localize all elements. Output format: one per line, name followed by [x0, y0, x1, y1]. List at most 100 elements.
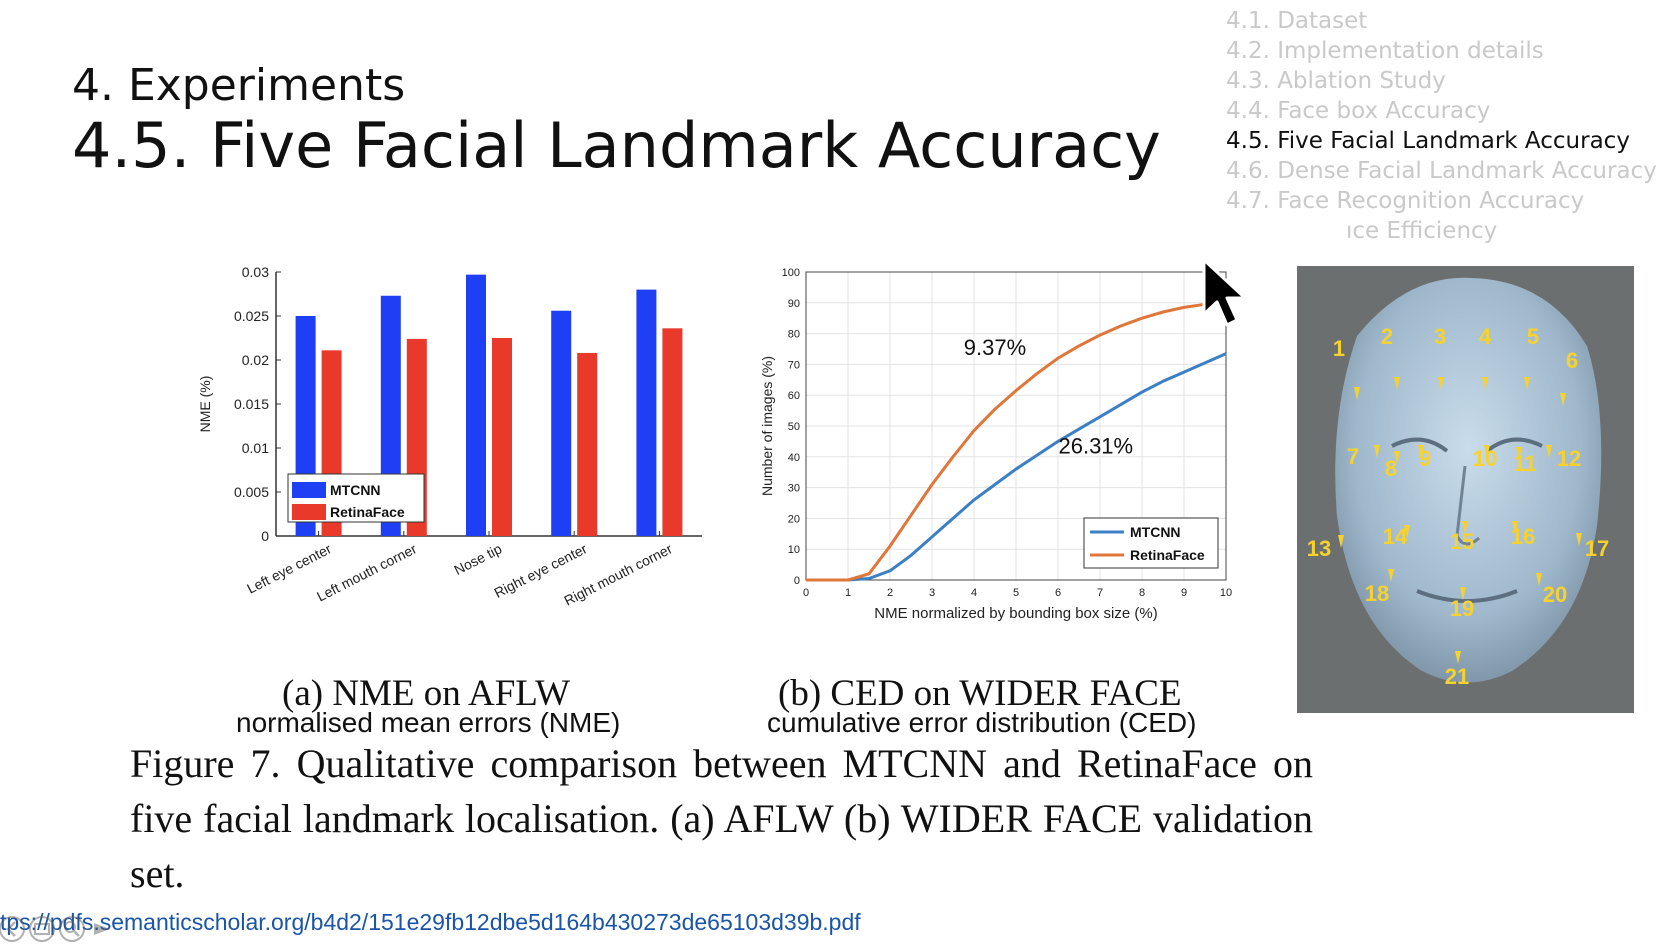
x-tick-label: 4: [971, 587, 977, 599]
bar-retinaface: [577, 352, 598, 536]
landmark-label: 3: [1434, 324, 1446, 349]
landmark-marker: [1374, 445, 1380, 458]
slide-title: 4.5. Five Facial Landmark Accuracy: [72, 109, 1161, 182]
y-tick-label: 0.02: [242, 352, 269, 368]
landmark-label: 4: [1479, 324, 1492, 349]
landmark-marker: [1394, 451, 1400, 464]
landmark-marker: [1462, 521, 1468, 534]
x-tick-label: Nose tip: [451, 540, 504, 578]
landmark-label: 18: [1365, 581, 1389, 606]
x-tick-label: 5: [1013, 587, 1019, 599]
toc-item[interactable]: 4.2. Implementation details: [1226, 38, 1544, 64]
x-tick-label: 2: [887, 587, 893, 599]
landmark-marker: [1354, 387, 1360, 400]
landmark-label: 16: [1511, 524, 1535, 549]
legend-label: RetinaFace: [330, 504, 405, 520]
source-url-link[interactable]: tps://pdfs.semanticscholar.org/b4d2/151e…: [0, 909, 861, 935]
y-tick-label: 60: [788, 390, 800, 402]
y-tick-label: 10: [788, 544, 800, 556]
viewer-controls: [0, 916, 110, 942]
plot-frame: [805, 271, 1227, 581]
toc-item-active[interactable]: 4.5. Five Facial Landmark Accuracy: [1226, 128, 1630, 154]
landmark-marker: [1438, 377, 1444, 390]
previous-slide-icon[interactable]: [0, 916, 25, 942]
landmark-label: 8: [1385, 456, 1397, 481]
y-tick-label: 20: [788, 513, 800, 525]
landmark-label: 2: [1381, 324, 1393, 349]
chart-legend: MTCNN RetinaFace: [1083, 517, 1219, 569]
bar-retinaface: [662, 328, 683, 536]
y-axis-label: NME (%): [197, 376, 213, 433]
landmark-marker: [1576, 533, 1582, 546]
landmark-marker: [1516, 447, 1522, 460]
y-axis-label: Number of images (%): [759, 356, 775, 496]
y-tick-label: 0: [261, 528, 269, 544]
landmark-label: 12: [1557, 446, 1581, 471]
y-tick-label: 0.025: [234, 308, 269, 324]
next-slide-icon[interactable]: [94, 923, 110, 935]
figure-caption: Figure 7. Qualitative comparison between…: [130, 741, 1313, 896]
y-tick-label: 0.005: [234, 484, 269, 500]
toc-item[interactable]: 4.4. Face box Accuracy: [1226, 98, 1491, 124]
landmark-label: 13: [1307, 536, 1331, 561]
toc-item-partial[interactable]: ıce Efficiency: [1346, 218, 1498, 244]
curve-annotation: 9.37%: [964, 335, 1026, 360]
toc-item[interactable]: 4.3. Ablation Study: [1226, 68, 1446, 94]
landmark-label: 11: [1513, 451, 1536, 476]
x-tick-label: 7: [1097, 587, 1103, 599]
landmark-label: 15: [1450, 529, 1474, 554]
landmark-marker: [1338, 535, 1344, 548]
mouse-pointer-icon: [1202, 258, 1247, 327]
landmark-marker: [1482, 377, 1488, 390]
face-landmark-image: 1 2 3 4 5 6 7 8 9 10 11 12 13 14 15 16 17 18 19 20 21: [1297, 266, 1634, 713]
landmark-marker: [1394, 377, 1400, 390]
legend-label: MTCNN: [330, 482, 381, 498]
table-of-contents: 4.1. Dataset 4.2. Implementation details…: [1226, 6, 1657, 246]
landmark-marker: [1546, 445, 1552, 458]
landmark-label: 14: [1383, 524, 1408, 549]
toc-item[interactable]: 4.1. Dataset: [1226, 8, 1368, 34]
x-tick-label: 1: [845, 587, 851, 599]
subcaption-a: (a) NME on AFLW: [282, 673, 571, 714]
landmark-label: 10: [1473, 446, 1497, 471]
x-tick-label: 3: [929, 587, 935, 599]
landmark-marker: [1484, 445, 1490, 458]
slide-menu-icon[interactable]: [29, 916, 55, 942]
x-tick-label: 6: [1055, 587, 1061, 599]
x-tick-label: 10: [1220, 587, 1232, 599]
series-line-retinaface: [806, 301, 1227, 582]
toc-item[interactable]: 4.7. Face Recognition Accuracy: [1226, 188, 1585, 214]
landmark-marker: [1560, 393, 1566, 406]
zoom-icon[interactable]: [59, 916, 85, 942]
section-heading: 4. Experiments: [72, 60, 406, 111]
y-tick-label: 50: [788, 421, 800, 433]
x-tick-label: 0: [803, 587, 809, 599]
landmark-label: 7: [1347, 444, 1359, 469]
landmark-marker: [1404, 525, 1410, 538]
y-tick-label: 0.015: [234, 396, 269, 412]
face-shape: [1335, 277, 1602, 683]
legend-label: MTCNN: [1130, 524, 1181, 540]
y-tick-label: 90: [788, 298, 800, 310]
series-line-mtcnn: [806, 352, 1227, 582]
y-tick-label: 40: [788, 452, 800, 464]
x-tick-label: 8: [1139, 587, 1145, 599]
landmark-label: 1: [1333, 336, 1345, 361]
toc-item[interactable]: 4.6. Dense Facial Landmark Accuracy: [1226, 158, 1657, 184]
landmark-label: 6: [1566, 348, 1578, 373]
landmark-label: 9: [1419, 446, 1431, 471]
landmark-marker: [1460, 587, 1466, 600]
landmark-label: 17: [1585, 536, 1609, 561]
bar-retinaface: [492, 338, 512, 536]
landmark-marker: [1455, 651, 1461, 664]
x-axis-label: NME normalized by bounding box size (%): [874, 605, 1157, 622]
legend-label: RetinaFace: [1130, 547, 1205, 563]
legend-swatch: [292, 504, 326, 520]
y-tick-label: 30: [788, 483, 800, 495]
subcaption-b: (b) CED on WIDER FACE: [778, 673, 1182, 714]
landmark-marker: [1388, 569, 1394, 582]
landmark-label: 21: [1445, 664, 1469, 689]
